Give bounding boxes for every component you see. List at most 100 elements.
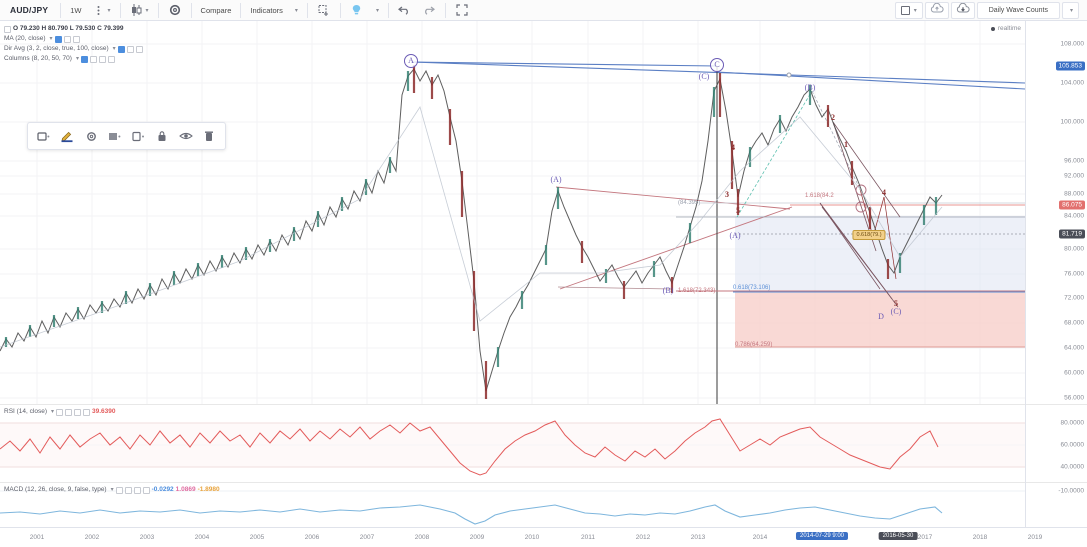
rsi-visibility-icon[interactable] bbox=[65, 408, 73, 416]
wave-marker-4b[interactable]: 4 bbox=[882, 188, 886, 197]
fib-label-0618-73106[interactable]: 0.618(73.106) bbox=[733, 285, 771, 291]
study-remove-icon[interactable] bbox=[135, 45, 143, 53]
macd-settings-icon[interactable] bbox=[115, 486, 123, 494]
interval-button[interactable]: 1W bbox=[70, 5, 82, 15]
wave-marker-2[interactable]: 2 bbox=[831, 113, 835, 122]
chevron-down-icon[interactable]: ▾ bbox=[110, 487, 114, 493]
rsi-pane[interactable]: RSI (14, close) ▾ 39.6390 bbox=[0, 404, 1025, 482]
compare-button[interactable]: Compare bbox=[200, 5, 232, 15]
series-visibility-icon[interactable] bbox=[4, 25, 11, 33]
realtime-label: realtime bbox=[997, 25, 1021, 32]
study-settings-icon[interactable] bbox=[80, 55, 88, 63]
trash-icon[interactable] bbox=[201, 128, 217, 144]
drawing-anchor-node[interactable] bbox=[786, 72, 792, 78]
rsi-settings-icon[interactable] bbox=[56, 408, 64, 416]
wave-marker-3[interactable]: 3 bbox=[725, 190, 729, 199]
price-axis[interactable]: 108.000 104.000 100.000 96.000 92.000 88… bbox=[990, 21, 1087, 527]
wave-marker-b-paren-2[interactable]: (B) bbox=[662, 286, 674, 295]
legend-study-row-1[interactable]: Dir Avg (3, 2, close, true, 100, close) … bbox=[4, 44, 143, 54]
wave-marker-5[interactable]: 5 bbox=[736, 206, 740, 215]
study-more-icon[interactable] bbox=[107, 55, 115, 63]
chevron-down-icon[interactable]: ▾ bbox=[112, 46, 116, 52]
alert-dropdown[interactable]: ▾ bbox=[369, 2, 384, 19]
chart-type-button[interactable]: ▾ bbox=[125, 2, 154, 19]
pencil-color-icon[interactable] bbox=[59, 128, 75, 144]
order-price-tag[interactable]: 0.618(79.) bbox=[852, 230, 886, 240]
macd-visibility-icon[interactable] bbox=[124, 486, 132, 494]
wave-marker-a[interactable]: A bbox=[404, 54, 418, 68]
clone-icon[interactable] bbox=[130, 128, 146, 144]
macd-legend-row[interactable]: MACD (12, 26, close, 9, false, type) ▾ -… bbox=[4, 485, 220, 495]
study-remove-icon[interactable] bbox=[98, 55, 106, 63]
macd-axis-track[interactable]: -10.0000 bbox=[1026, 482, 1087, 527]
wave-marker-c-paren-2[interactable]: (C) bbox=[890, 307, 902, 316]
interval-more-button[interactable]: ▾ bbox=[87, 2, 116, 19]
study-visibility-icon[interactable] bbox=[63, 35, 71, 43]
chevron-down-icon[interactable]: ▾ bbox=[49, 36, 53, 42]
legend-ohlc-row[interactable]: O 79.230 H 80.790 L 79.530 C 79.399 bbox=[4, 24, 143, 34]
cloud-save-icon bbox=[956, 1, 970, 19]
indicators-button[interactable]: Indicators bbox=[245, 2, 288, 19]
price-tick-80000: 80.000 bbox=[1064, 245, 1084, 253]
legend-study-row-0[interactable]: MA (20, close) ▾ bbox=[4, 34, 143, 44]
wave-marker-a-paren-2[interactable]: (A) bbox=[729, 231, 741, 240]
shape-tool-icon[interactable] bbox=[36, 128, 52, 144]
study-visibility-icon[interactable] bbox=[89, 55, 97, 63]
study-visibility-icon[interactable] bbox=[126, 45, 134, 53]
indicators-dropdown[interactable]: ▾ bbox=[288, 2, 303, 19]
study-remove-icon[interactable] bbox=[72, 35, 80, 43]
eye-icon[interactable] bbox=[178, 128, 194, 144]
undo-button[interactable] bbox=[393, 2, 417, 19]
last-time-badge[interactable]: 2016-05-30 bbox=[878, 532, 918, 540]
chart-settings-button[interactable] bbox=[163, 2, 187, 19]
chevron-down-icon[interactable]: ▾ bbox=[51, 409, 55, 415]
last-price-badge[interactable]: 81.719 bbox=[1059, 229, 1085, 239]
chevron-down-icon[interactable]: ▾ bbox=[75, 56, 79, 62]
fib-label-1618-842[interactable]: 1.618(84.2 bbox=[805, 193, 834, 199]
gear-icon[interactable] bbox=[83, 128, 99, 144]
template-button[interactable] bbox=[312, 2, 336, 19]
chart-container[interactable]: A C (C) (B) (A) (A) (B) (C) D B 5 2 3 4 … bbox=[0, 21, 1087, 547]
cloud-save-button[interactable] bbox=[950, 1, 975, 19]
series-price-badge[interactable]: 86.075 bbox=[1059, 200, 1085, 210]
rsi-axis-track[interactable]: 80.0000 60.0000 40.0000 bbox=[1026, 404, 1087, 482]
wave-marker-5b[interactable]: 5 bbox=[894, 299, 898, 308]
layout-menu-button[interactable]: ▾ bbox=[1061, 1, 1079, 19]
cloud-load-button[interactable] bbox=[924, 1, 949, 19]
macd-more-icon[interactable] bbox=[142, 486, 150, 494]
price-tick-96000: 96.000 bbox=[1064, 157, 1084, 165]
rsi-more-icon[interactable] bbox=[83, 408, 91, 416]
fullscreen-button[interactable] bbox=[450, 2, 474, 19]
wave-marker-c[interactable]: C bbox=[710, 58, 724, 72]
fib-label-84395[interactable]: (84.395) bbox=[678, 200, 701, 206]
fib-label-0786-64259[interactable]: 0.786(64.259) bbox=[735, 342, 773, 348]
drawing-object-toolbar[interactable] bbox=[27, 122, 226, 150]
legend-study-row-2[interactable]: Columns (8, 20, 50, 70) ▾ bbox=[4, 54, 143, 64]
wave-marker-a-paren[interactable]: (A) bbox=[550, 175, 562, 184]
layout-select-button[interactable]: ▾ bbox=[894, 1, 923, 19]
alert-button[interactable] bbox=[345, 2, 369, 19]
wave-marker-c-paren[interactable]: (C) bbox=[698, 72, 710, 81]
time-axis[interactable]: 2001 2002 2003 2004 2005 2006 2007 2008 … bbox=[0, 527, 1087, 547]
price-pane[interactable]: A C (C) (B) (A) (A) (B) (C) D B 5 2 3 4 … bbox=[0, 21, 1026, 420]
rsi-legend-row[interactable]: RSI (14, close) ▾ 39.6390 bbox=[4, 407, 116, 417]
crosshair-time-badge[interactable]: 2014-07-29 9:00 bbox=[795, 532, 849, 540]
lock-icon[interactable] bbox=[154, 128, 170, 144]
fib-label-1618-72343[interactable]: 1.618(72.343) bbox=[678, 288, 716, 294]
layers-icon[interactable] bbox=[107, 128, 123, 144]
rsi-remove-icon[interactable] bbox=[74, 408, 82, 416]
study-settings-icon[interactable] bbox=[117, 45, 125, 53]
macd-remove-icon[interactable] bbox=[133, 486, 141, 494]
trend-base bbox=[557, 286, 673, 290]
layout-name-button[interactable]: Daily Wave Counts bbox=[976, 1, 1060, 19]
wave-marker-b-paren[interactable]: (B) bbox=[804, 83, 816, 92]
symbol-search-button[interactable]: AUD/JPY bbox=[10, 5, 49, 15]
wave-marker-4[interactable]: 4 bbox=[731, 143, 735, 152]
redo-button[interactable] bbox=[417, 2, 441, 19]
price-axis-track[interactable]: 108.000 104.000 100.000 96.000 92.000 88… bbox=[1026, 21, 1087, 404]
study-settings-icon[interactable] bbox=[54, 35, 62, 43]
wave-marker-d[interactable]: D bbox=[878, 312, 884, 321]
wave-marker-1[interactable]: 1 bbox=[844, 140, 848, 149]
selected-price-badge[interactable]: 105.853 bbox=[1055, 61, 1085, 71]
macd-pane[interactable]: MACD (12, 26, close, 9, false, type) ▾ -… bbox=[0, 482, 1025, 527]
